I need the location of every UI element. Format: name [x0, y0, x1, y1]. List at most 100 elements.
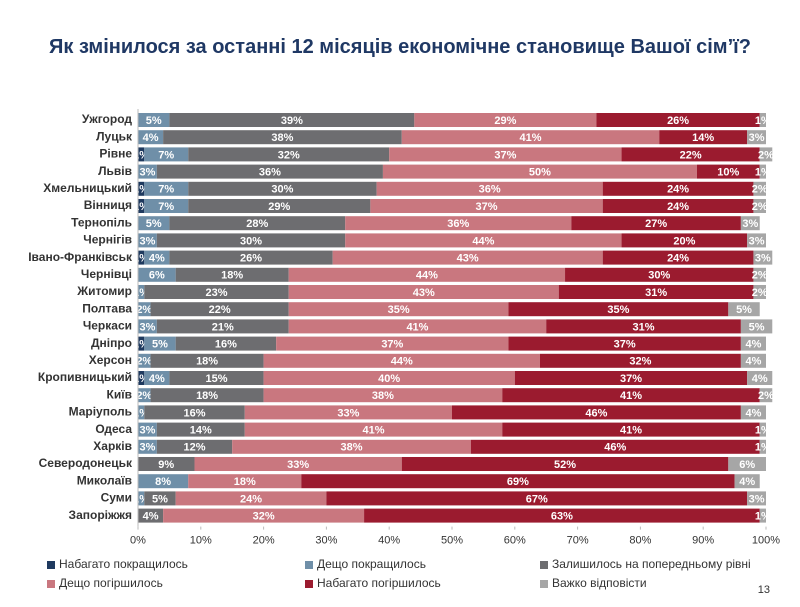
- category-label: Івано-Франківськ: [28, 250, 133, 264]
- value-label: 32%: [253, 511, 275, 523]
- legend-swatch: [305, 561, 313, 569]
- value-label: 26%: [240, 253, 262, 265]
- bar-segment: [753, 199, 766, 213]
- bar-segment: [263, 388, 503, 403]
- bar-segment: [539, 353, 741, 368]
- bar-segment: [175, 491, 327, 506]
- bar-segment: [144, 285, 289, 299]
- category-label: Кропивницький: [38, 370, 132, 384]
- bar-segment: [740, 353, 766, 368]
- bar-segment: [728, 302, 760, 317]
- value-label: 41%: [519, 132, 541, 144]
- value-label: 38%: [271, 132, 293, 144]
- bar-segment: [144, 181, 189, 196]
- category-label: Одеса: [95, 422, 132, 436]
- value-label: 24%: [240, 493, 262, 505]
- category-label: Харків: [93, 439, 132, 453]
- value-label: 35%: [607, 304, 629, 316]
- value-label: 4%: [745, 407, 761, 419]
- bar-segment: [232, 439, 471, 454]
- bar-segment: [288, 285, 559, 299]
- value-label: 33%: [337, 407, 359, 419]
- value-label: 31%: [633, 321, 655, 333]
- bar-segment: [175, 336, 277, 351]
- bar-segment: [345, 216, 572, 231]
- bar-segment: [144, 336, 176, 351]
- bar-segment: [138, 353, 151, 368]
- bar-segment: [759, 113, 766, 127]
- value-label: 3%: [139, 425, 155, 437]
- x-tick-label: 40%: [378, 535, 400, 547]
- value-label: 3%: [749, 132, 765, 144]
- value-label: 2%: [752, 270, 768, 282]
- value-label: 18%: [196, 390, 218, 402]
- bar-segment: [263, 353, 540, 368]
- bar-segment: [759, 508, 766, 523]
- value-label: 27%: [645, 218, 667, 230]
- value-label: 3%: [139, 442, 155, 454]
- value-label: 30%: [648, 270, 670, 282]
- bar-segment: [175, 267, 289, 282]
- x-tick-label: 20%: [253, 535, 275, 547]
- bar-segment: [138, 336, 145, 351]
- bar-segment: [452, 405, 741, 420]
- bar-segment: [288, 319, 547, 334]
- bar-segment: [747, 130, 766, 145]
- value-label: 24%: [667, 184, 689, 196]
- bar-segment: [144, 147, 189, 162]
- value-label: 26%: [667, 115, 689, 127]
- value-label: 2%: [752, 287, 768, 299]
- bar-segment: [138, 388, 151, 403]
- bar-segment: [389, 147, 622, 162]
- category-label: Ужгород: [82, 112, 132, 126]
- bar-segment: [326, 491, 748, 506]
- bar-segment: [747, 491, 766, 506]
- category-label: Чернігів: [83, 233, 132, 247]
- category-label: Миколаїв: [77, 473, 132, 487]
- bar-segment: [263, 371, 515, 385]
- bar-segment: [144, 405, 245, 420]
- bar-segment: [740, 216, 760, 231]
- bar-segment: [138, 233, 157, 248]
- bar-segment: [150, 388, 264, 403]
- value-label: 1%: [755, 167, 771, 179]
- value-label: 37%: [614, 339, 636, 351]
- legend-swatch: [540, 561, 548, 569]
- bar-segment: [150, 302, 289, 317]
- bar-segment: [659, 130, 748, 145]
- category-label: Полтава: [82, 301, 132, 315]
- value-label: 5%: [146, 115, 162, 127]
- value-label: 9%: [158, 459, 174, 471]
- value-label: 23%: [205, 287, 227, 299]
- value-label: 24%: [667, 253, 689, 265]
- bar-segment: [332, 250, 603, 265]
- bar-segment: [621, 147, 760, 162]
- bar-segment: [138, 181, 145, 196]
- bar-segment: [150, 353, 264, 368]
- bar-segment: [740, 336, 766, 351]
- legend-label: Важко відповісти: [552, 576, 647, 590]
- bar-segment: [759, 147, 773, 162]
- bar-segment: [156, 319, 289, 334]
- value-label: 63%: [551, 511, 573, 523]
- bar-segment: [244, 422, 503, 437]
- x-tick-label: 100%: [752, 535, 780, 547]
- value-label: 4%: [149, 373, 165, 385]
- value-label: 37%: [476, 201, 498, 213]
- bar-segment: [301, 474, 735, 489]
- category-label: Маріуполь: [69, 405, 132, 419]
- bar-segment: [138, 130, 164, 145]
- bar-segment: [156, 439, 233, 454]
- bar-segment: [753, 267, 766, 282]
- value-label: 22%: [209, 304, 231, 316]
- bar-segment: [621, 233, 748, 248]
- category-label: Дніпро: [91, 336, 132, 350]
- value-label: 37%: [494, 149, 516, 161]
- value-label: 36%: [259, 167, 281, 179]
- bar-segment: [188, 474, 302, 489]
- bar-segment: [138, 319, 157, 334]
- value-label: 1%: [755, 115, 771, 127]
- value-label: 37%: [620, 373, 642, 385]
- bar-segment: [753, 250, 773, 265]
- legend-label: Залишилось на попередньому рівні: [552, 557, 751, 571]
